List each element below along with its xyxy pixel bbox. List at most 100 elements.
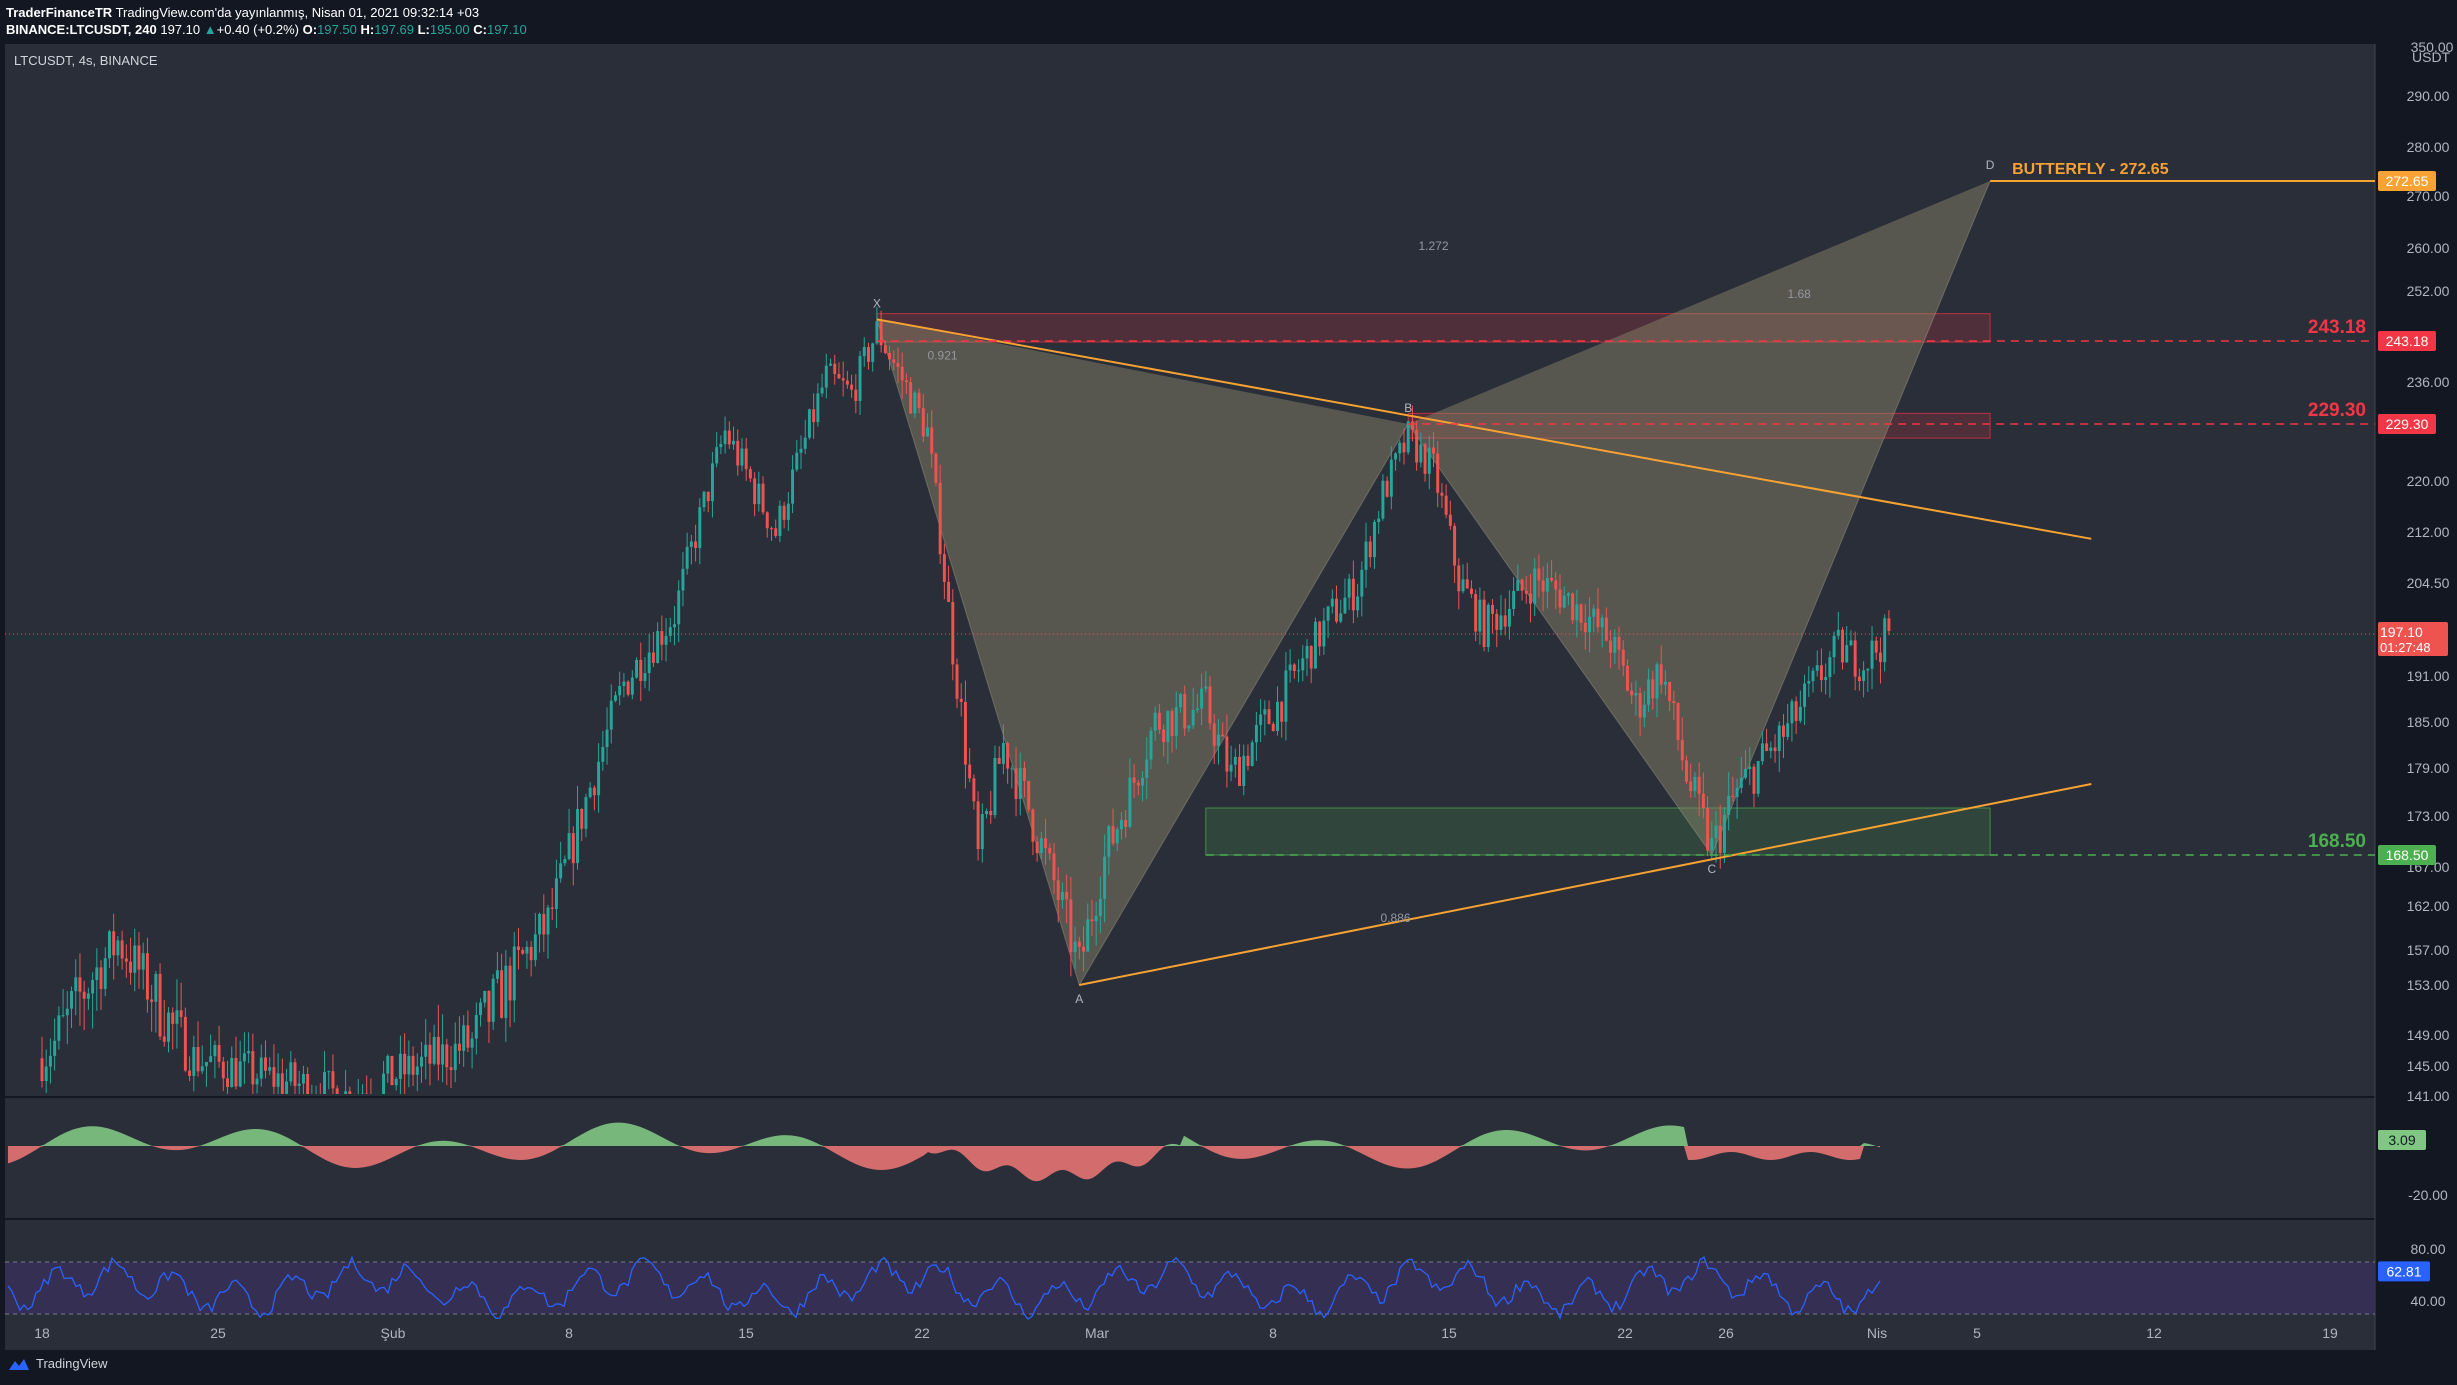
symbol-interval[interactable]: BINANCE:LTCUSDT, 240 — [6, 22, 157, 37]
candle-body — [1883, 618, 1887, 663]
candle-body — [415, 1066, 419, 1075]
candle-body — [1023, 767, 1026, 781]
trendlines-layer[interactable]: BUTTERFLY - 272.65 243.18 229.30 168.50 — [5, 161, 2375, 986]
rsi-line — [7, 1255, 1881, 1321]
candle-body — [1200, 688, 1204, 709]
candle-body — [968, 764, 972, 779]
candle-body — [1145, 759, 1149, 778]
price-tick: 290.00 — [2407, 88, 2450, 104]
candle-body — [824, 365, 828, 388]
candle-body — [1807, 681, 1811, 684]
candle-body — [622, 681, 626, 687]
candle-body — [1465, 579, 1469, 589]
candle-body — [1330, 598, 1334, 607]
candle-body — [297, 1083, 301, 1086]
candle-body — [1221, 734, 1225, 737]
price-badge-229.30: 229.30 — [2386, 416, 2429, 432]
time-axis[interactable]: 18 25 Şub 8 15 22 Mar 8 15 22 26 Nis 5 12 19 — [34, 1325, 2338, 1341]
trendline-1[interactable] — [1079, 783, 2092, 986]
candle-body — [1208, 686, 1212, 724]
candle-body — [441, 1044, 445, 1065]
candle-body — [44, 1066, 48, 1081]
level-label-243.18: 243.18 — [2308, 317, 2366, 338]
publisher-name[interactable]: TraderFinanceTR — [6, 5, 113, 20]
candle-body — [457, 1043, 461, 1051]
candle-body — [504, 965, 508, 1018]
pattern-triangle-bcd[interactable] — [1408, 181, 1991, 855]
pattern-point-x: X — [873, 296, 881, 310]
candle-body — [993, 757, 997, 816]
candle-body — [546, 907, 550, 935]
candle-body — [812, 409, 816, 423]
candle-body — [1103, 856, 1107, 899]
chart-canvas[interactable]: LTCUSDT, 4s, BINANCE BUTTERFLY - 272.65 2… — [0, 0, 2457, 1350]
candle-body — [1339, 613, 1343, 622]
candle-body — [394, 1078, 398, 1086]
candle-body — [348, 1091, 352, 1094]
price-tick: 149.00 — [2407, 1027, 2450, 1043]
butterfly-target-label: BUTTERFLY - 272.65 — [2012, 161, 2169, 178]
candle-body — [1697, 776, 1701, 794]
candle-body — [1512, 590, 1516, 609]
candle-body — [116, 940, 120, 956]
candle-body — [1377, 518, 1381, 523]
price-tick: 145.00 — [2407, 1058, 2450, 1074]
candle-body — [1680, 739, 1684, 761]
candle-body — [1676, 703, 1680, 740]
candle-body — [145, 953, 149, 1000]
candle-body — [715, 447, 719, 464]
candle-body — [1693, 776, 1697, 792]
candle-body — [1849, 640, 1853, 646]
candle-body — [1423, 444, 1427, 474]
candle-body — [1832, 635, 1836, 658]
candle-body — [1174, 707, 1178, 736]
candle-body — [323, 1072, 326, 1094]
candle-body — [1478, 599, 1482, 632]
price-pane[interactable] — [5, 44, 2375, 1096]
currency-label: USDT — [2412, 49, 2451, 65]
candle-body — [1520, 579, 1524, 591]
candle-body — [900, 366, 904, 381]
time-tick: 25 — [210, 1325, 226, 1341]
candle-body — [753, 478, 757, 505]
trendline-0[interactable] — [876, 318, 2092, 540]
candle-body — [255, 1078, 259, 1085]
candle-body — [1343, 597, 1347, 614]
candle-body — [264, 1057, 267, 1071]
candle-body — [259, 1057, 263, 1079]
candle-body — [1415, 429, 1419, 463]
candle-body — [1444, 495, 1448, 515]
candle-body — [1225, 736, 1229, 772]
candle-body — [1284, 670, 1288, 722]
candle-body — [1309, 645, 1313, 669]
candle-body — [774, 528, 778, 536]
candle-body — [947, 581, 951, 602]
candle-body — [1735, 787, 1739, 797]
candle-body — [917, 392, 921, 409]
candle-body — [791, 469, 795, 504]
candle-body — [112, 931, 116, 956]
candle-body — [1381, 480, 1385, 519]
candle-body — [280, 1073, 284, 1094]
up-arrow-icon: ▲ — [203, 22, 217, 37]
fib-ratio-label: 1.272 — [1418, 239, 1448, 253]
open-value: 197.50 — [317, 22, 357, 37]
candle-body — [1183, 694, 1187, 729]
candle-body — [1621, 649, 1625, 666]
zones-layer — [876, 313, 1991, 856]
candle-body — [61, 1015, 65, 1017]
tradingview-logo[interactable]: TradingView — [8, 1356, 108, 1371]
price-tick: 191.00 — [2407, 668, 2450, 684]
oscillator-pane[interactable] — [5, 1098, 2375, 1218]
chart-header: TraderFinanceTR TradingView.com'da yayın… — [0, 0, 2457, 44]
candle-body — [1065, 892, 1069, 900]
candle-body — [74, 977, 78, 992]
rsi-value-badge: 62.81 — [2386, 1263, 2421, 1279]
candle-body — [938, 482, 942, 555]
pattern-triangle-xab[interactable] — [876, 319, 1409, 985]
candle-body — [200, 1066, 204, 1072]
candle-body — [664, 635, 668, 645]
candle-body — [1242, 755, 1246, 786]
pattern-labels: X A B C D 0.921 1.272 0.886 1.68 — [873, 158, 1995, 1006]
